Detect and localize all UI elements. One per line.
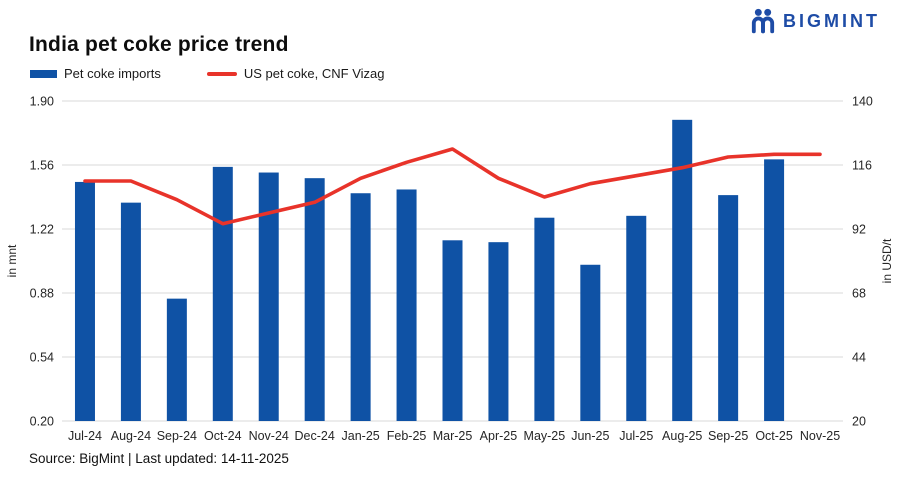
bar-apr-25 xyxy=(488,242,509,421)
x-axis-label: May-25 xyxy=(524,429,566,443)
legend-item-price: US pet coke, CNF Vizag xyxy=(206,66,385,81)
right-axis-tick: 20 xyxy=(852,415,866,429)
bar-oct-25 xyxy=(764,159,785,421)
bar-aug-24 xyxy=(120,202,141,421)
left-axis-tick: 1.22 xyxy=(30,223,54,237)
right-axis-tick: 116 xyxy=(852,159,872,173)
x-axis-label: Sep-24 xyxy=(157,429,197,443)
bar-sep-24 xyxy=(166,298,187,421)
bar-jun-25 xyxy=(580,264,601,421)
left-axis-tick: 0.88 xyxy=(30,287,54,301)
left-axis-tick: 1.56 xyxy=(30,159,54,173)
x-axis-label: Jul-24 xyxy=(68,429,102,443)
bar-dec-24 xyxy=(304,178,325,421)
right-axis-tick: 44 xyxy=(852,351,866,365)
bar-jul-25 xyxy=(626,215,647,421)
x-axis-label: Aug-24 xyxy=(111,429,151,443)
right-axis-tick: 140 xyxy=(852,95,873,109)
bigmint-logo-text: BIGMINT xyxy=(783,10,880,31)
chart-legend: Pet coke imports US pet coke, CNF Vizag xyxy=(30,66,384,81)
bar-sep-25 xyxy=(718,195,739,421)
page-title: India pet coke price trend xyxy=(29,33,289,56)
x-axis-label: Oct-25 xyxy=(755,429,793,443)
bar-aug-25 xyxy=(672,119,693,421)
legend-label-imports: Pet coke imports xyxy=(64,66,161,81)
bar-jul-24 xyxy=(74,181,95,421)
line-series-swatch xyxy=(206,71,237,76)
x-axis-label: Aug-25 xyxy=(662,429,702,443)
x-axis-label: Sep-25 xyxy=(708,429,748,443)
x-axis-label: Oct-24 xyxy=(204,429,242,443)
bar-series-swatch xyxy=(30,69,57,78)
left-axis-tick: 0.54 xyxy=(30,351,54,365)
x-axis-label: Jun-25 xyxy=(571,429,609,443)
left-axis-tick: 0.20 xyxy=(30,415,54,429)
x-axis-label: Nov-25 xyxy=(800,429,840,443)
bar-jan-25 xyxy=(350,193,371,421)
right-axis-tick: 68 xyxy=(852,287,866,301)
left-axis-tick: 1.90 xyxy=(30,95,54,109)
bar-nov-24 xyxy=(258,172,279,421)
bar-may-25 xyxy=(534,217,555,421)
right-axis-title: in USD/t xyxy=(880,238,894,283)
x-axis-label: Jul-25 xyxy=(619,429,653,443)
left-axis-title: in mnt xyxy=(5,244,19,277)
source-note: Source: BigMint | Last updated: 14-11-20… xyxy=(29,451,289,466)
legend-item-imports: Pet coke imports xyxy=(30,66,161,81)
price-line xyxy=(83,147,822,226)
right-axis-tick: 92 xyxy=(852,223,866,237)
x-axis-label: Dec-24 xyxy=(295,429,335,443)
x-axis-label: Apr-25 xyxy=(480,429,518,443)
bar-feb-25 xyxy=(396,189,417,421)
x-axis-label: Nov-24 xyxy=(249,429,289,443)
x-axis-label: Mar-25 xyxy=(433,429,473,443)
bigmint-logo-icon xyxy=(748,6,778,36)
bar-oct-24 xyxy=(212,166,233,421)
bar-mar-25 xyxy=(442,240,463,421)
legend-label-price: US pet coke, CNF Vizag xyxy=(243,66,385,81)
x-axis-label: Feb-25 xyxy=(387,429,427,443)
bigmint-logo: BIGMINT xyxy=(748,6,880,36)
x-axis-label: Jan-25 xyxy=(342,429,380,443)
